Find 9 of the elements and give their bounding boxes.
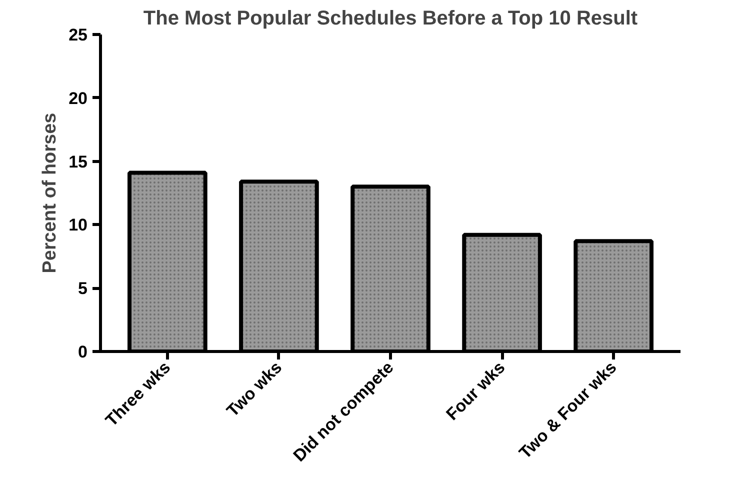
y-tick-label: 0 [78,342,88,362]
x-tick-label: Two wks [223,358,286,420]
y-tick-label: 20 [68,88,88,108]
y-axis-title: Percent of horses [40,112,61,274]
y-tick-label: 15 [68,152,88,172]
y-tick-label: 5 [78,279,88,298]
chart-title: The Most Popular Schedules Before a Top 10 Result [143,8,638,30]
y-tick-label: 10 [68,216,88,235]
y-tick-label: 25 [68,26,88,44]
